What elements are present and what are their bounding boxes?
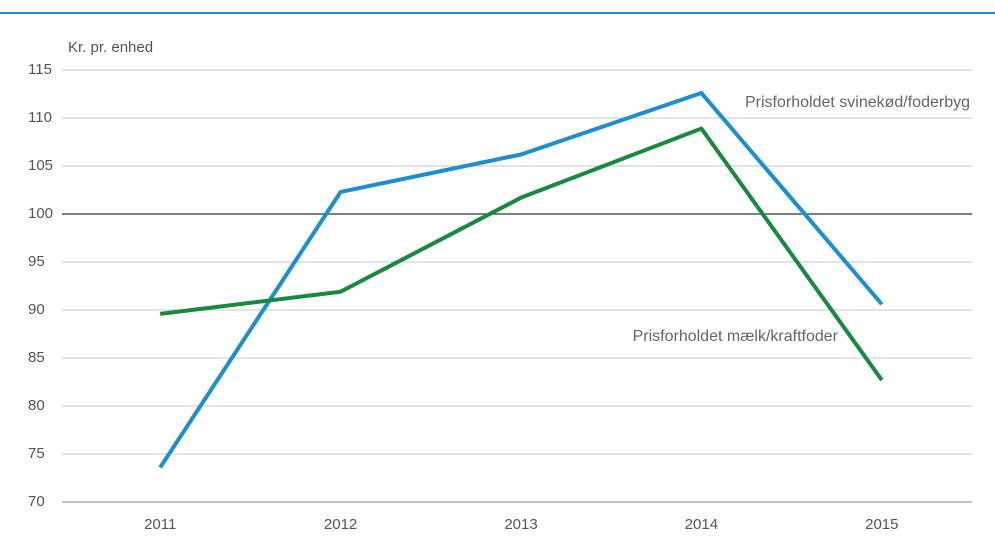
- x-tick-label: 2013: [504, 516, 537, 533]
- series-line: [158, 91, 884, 469]
- series-line: [159, 126, 884, 382]
- y-tick-label: 100: [28, 205, 53, 222]
- y-tick-label: 70: [28, 493, 45, 510]
- series-label: Prisforholdet svinekød/foderbyg: [745, 94, 970, 111]
- y-tick-label: 115: [28, 61, 52, 78]
- x-tick-label: 2015: [865, 516, 898, 533]
- y-tick-label: 110: [28, 109, 52, 126]
- y-tick-label: 90: [28, 301, 45, 318]
- y-tick-label: 85: [28, 349, 45, 366]
- series-label: Prisforholdet mælk/kraftfoder: [633, 328, 839, 345]
- y-tick-label: 105: [28, 157, 53, 174]
- y-tick-label: 95: [28, 253, 45, 270]
- y-tick-label: 75: [28, 445, 45, 462]
- y-axis-label: Kr. pr. enhed: [68, 39, 153, 56]
- x-tick-label: 2012: [324, 516, 357, 533]
- x-tick-label: 2011: [144, 516, 176, 533]
- y-tick-label: 80: [28, 397, 45, 414]
- x-tick-label: 2014: [685, 516, 718, 533]
